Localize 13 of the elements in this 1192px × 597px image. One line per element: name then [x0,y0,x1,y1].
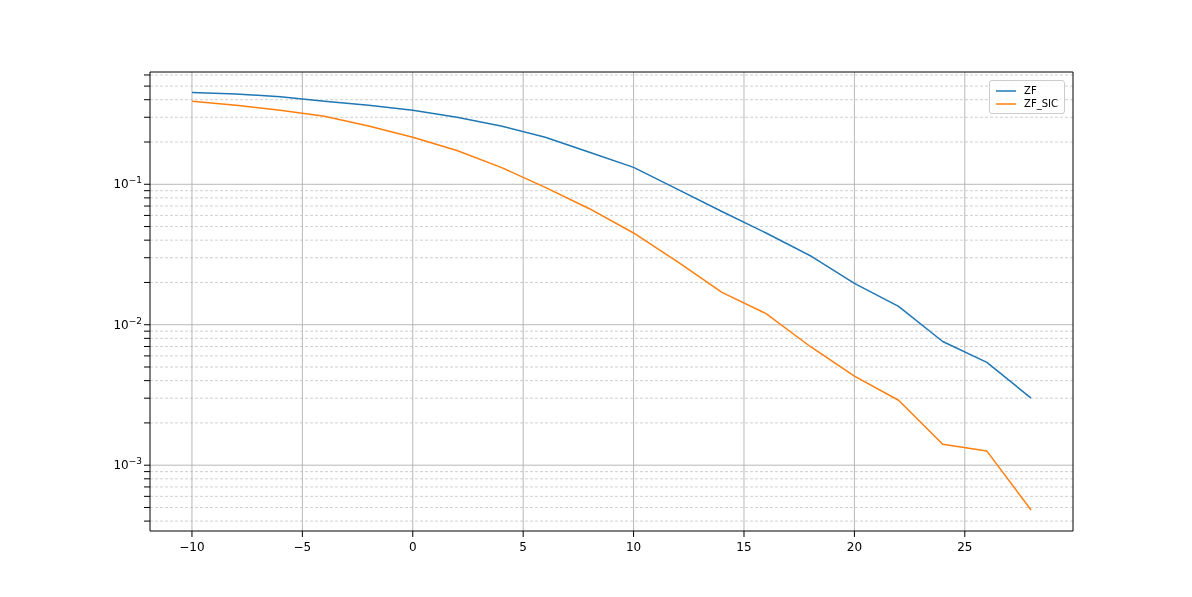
y-tick-label: 10$^{−3}$ [113,456,142,473]
y-tick-label: 10$^{−2}$ [113,315,142,332]
y-tick-label: 10$^{−1}$ [113,175,142,192]
x-tick-label: 25 [957,540,973,554]
x-tick-label: −5 [293,540,312,554]
x-tick-label: 15 [736,540,752,554]
legend-label: ZF_SIC [1024,97,1058,110]
x-tick-label: −10 [179,540,205,554]
x-tick-label: 10 [625,540,642,554]
x-tick-label: 5 [519,540,527,554]
x-tick-label: 0 [408,540,417,554]
x-tick-label: 20 [846,540,863,554]
legend-label: ZF [1024,84,1037,97]
